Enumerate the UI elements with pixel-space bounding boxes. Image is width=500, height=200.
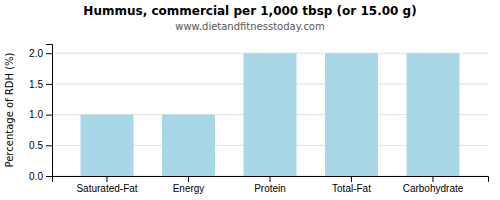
tick-mark <box>46 84 52 85</box>
tick-mark <box>188 176 189 182</box>
tick-mark <box>46 145 52 146</box>
tick-label: Saturated-Fat <box>76 183 137 194</box>
subtitle: www.dietandfitnesstoday.com <box>175 21 324 32</box>
tick: Energy <box>173 176 205 194</box>
tick-label: 2.0 <box>29 48 43 59</box>
bar <box>407 53 460 176</box>
title: Hummus, commercial per 1,000 tbsp (or 15… <box>83 4 416 18</box>
tick-label: Carbohydrate <box>403 183 464 194</box>
x-axis: Saturated-Fat Energy Protein Total-Fat Carbo… <box>53 176 489 194</box>
tick: 1.5 <box>29 79 52 90</box>
tick-label: 0.0 <box>29 171 43 182</box>
bar <box>81 115 134 176</box>
tick: Total-Fat <box>332 176 371 194</box>
tick-mark <box>107 176 108 182</box>
y-axis: 0.0 0.5 1.0 1.5 2.0 <box>29 45 52 182</box>
axis-line <box>46 45 53 177</box>
y-axis-title: Percentage of RDH (%) <box>4 52 15 167</box>
tick: Carbohydrate <box>403 176 464 194</box>
tick: Protein <box>254 176 286 194</box>
bar <box>162 115 215 176</box>
tick: 1.0 <box>29 109 52 120</box>
tick-mark <box>351 176 352 182</box>
tick-label: 0.5 <box>29 140 43 151</box>
tick: Saturated-Fat <box>76 176 137 194</box>
bars <box>81 53 460 176</box>
tick: 0.5 <box>29 140 52 151</box>
tick-mark <box>46 176 52 177</box>
bar <box>325 53 378 176</box>
axis-line <box>53 177 489 183</box>
tick-mark <box>46 53 52 54</box>
tick-label: Energy <box>173 183 205 194</box>
bar <box>244 53 297 176</box>
grid <box>52 53 488 176</box>
tick: 0.0 <box>29 171 52 182</box>
tick-label: Total-Fat <box>332 183 371 194</box>
plot: Saturated-Fat Energy Protein Total-Fat Carbo… <box>29 45 488 195</box>
tick-mark <box>270 176 271 182</box>
tick: 2.0 <box>29 48 52 59</box>
tick-label: Protein <box>254 183 286 194</box>
tick-label: 1.0 <box>29 109 43 120</box>
chart: Hummus, commercial per 1,000 tbsp (or 15… <box>0 0 500 200</box>
tick-mark <box>432 176 433 182</box>
tick-label: 1.5 <box>29 79 43 90</box>
tick-mark <box>46 115 52 116</box>
